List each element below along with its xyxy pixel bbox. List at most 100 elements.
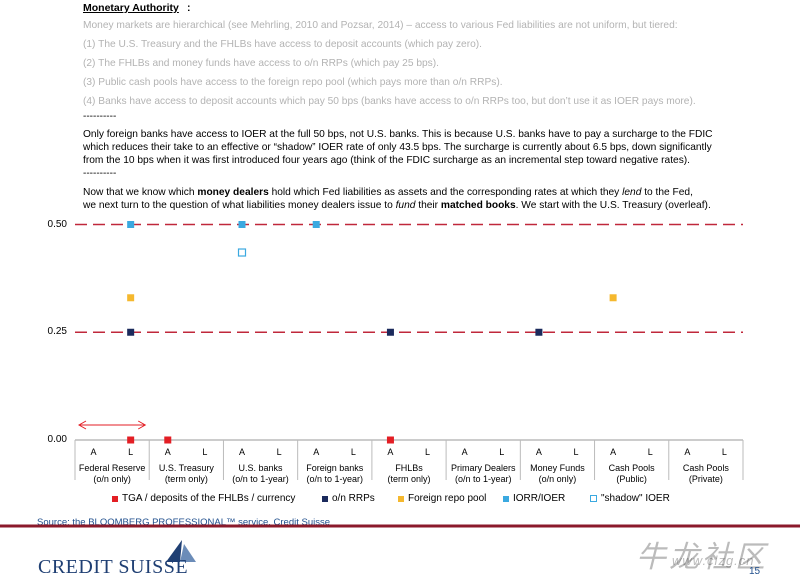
p2l1-part-c: hold which Fed liabilities as assets and…: [268, 187, 623, 198]
section-heading: Monetary Authority: [83, 2, 179, 14]
sub-label-a: A: [164, 447, 171, 457]
separator-1: ----------: [83, 111, 117, 122]
paragraph-2-line-2: we next turn to the question of what lia…: [83, 199, 711, 212]
sub-label-l: L: [350, 447, 356, 457]
category-label: U.S. Treasury: [158, 463, 214, 473]
sub-label-a: A: [535, 447, 542, 457]
p2l2-part-e: . We start with the U.S. Treasury (overl…: [515, 200, 711, 211]
sub-label-l: L: [721, 447, 727, 457]
credit-suisse-logo: CREDIT SUISSE: [38, 556, 189, 578]
legend-swatch: [398, 495, 404, 502]
watermark-url: www.clzg.cn: [672, 553, 755, 568]
data-point-series-3-2: [312, 221, 320, 228]
category-label: Primary Dealers: [450, 463, 516, 473]
data-point-series-1-2: [535, 328, 543, 336]
p2l1-part-e: to the Fed,: [641, 187, 693, 198]
sub-label-l: L: [573, 447, 579, 457]
p2l2-matched-books: matched books: [440, 200, 516, 211]
paragraph-2-line-1: Now that we know which money dealers hol…: [83, 186, 693, 199]
legend-swatch: [503, 495, 509, 502]
data-point-series-0-0: [127, 436, 135, 444]
grey-line-1: Money markets are hierarchical (see Mehr…: [83, 20, 678, 31]
footer-divider: [0, 524, 800, 528]
data-point-series-3-1: [238, 221, 246, 228]
paragraph-1-line-2: which reduces their take to an effective…: [83, 142, 712, 153]
p2l1-part-a: Now that we know which: [83, 187, 198, 198]
legend-swatch: [112, 495, 118, 502]
watermark: 牛龙社区: [636, 541, 768, 574]
sub-label-a: A: [313, 447, 320, 457]
y-tick-label: 0.50: [47, 218, 67, 230]
legend-item: IORR/IOER: [503, 493, 565, 504]
legend-swatch: [322, 495, 328, 502]
section-heading-colon: :: [187, 2, 191, 14]
sub-label-a: A: [610, 447, 617, 457]
category-label: (o/n to 1-year): [306, 474, 364, 484]
p2l2-part-c: their: [415, 200, 441, 211]
grey-line-5: (4) Banks have access to deposit account…: [83, 96, 696, 107]
y-tick-label: 0.00: [47, 434, 67, 445]
data-point-series-2-1: [609, 294, 617, 302]
separator-2: ----------: [83, 168, 117, 179]
legend-label: TGA / deposits of the FHLBs / currency: [122, 493, 296, 504]
sub-label-a: A: [90, 447, 97, 457]
data-point-series-4-0: [237, 248, 247, 257]
sails-logo-icon: [166, 540, 196, 562]
category-label: Foreign banks: [306, 463, 364, 473]
paragraph-1-line-1: Only foreign banks have access to IOER a…: [83, 129, 713, 140]
category-label: Cash Pools: [608, 463, 655, 473]
arrow-head-left: [77, 420, 87, 430]
category-label: (o/n only): [93, 474, 131, 484]
legend-label: "shadow" IOER: [601, 493, 670, 504]
sub-label-l: L: [425, 447, 431, 457]
data-point-series-0-2: [386, 436, 394, 444]
p2l2-part-a: we next turn to the question of what lia…: [83, 200, 396, 211]
data-point-series-0-1: [164, 436, 172, 444]
category-label: Money Funds: [530, 463, 585, 473]
legend-item: TGA / deposits of the FHLBs / currency: [112, 493, 295, 504]
category-label: (Private): [688, 474, 723, 484]
legend-item: Foreign repo pool: [398, 493, 486, 504]
legend-item: "shadow" IOER: [590, 493, 670, 504]
data-point-series-1-1: [386, 328, 394, 336]
p2l2-fund: fund: [395, 200, 416, 211]
legend-item: o/n RRPs: [322, 493, 375, 504]
grey-line-2: (1) The U.S. Treasury and the FHLBs have…: [83, 39, 483, 50]
category-label: (Public): [616, 474, 647, 484]
category-label: (o/n only): [538, 474, 577, 484]
legend-swatch: [590, 495, 597, 502]
legend-label: IORR/IOER: [513, 493, 566, 504]
category-label: Federal Reserve: [78, 463, 146, 473]
sub-label-a: A: [387, 447, 394, 457]
data-point-series-1-0: [127, 328, 135, 336]
sub-label-a: A: [238, 447, 245, 457]
sub-label-a: A: [684, 447, 691, 457]
legend-label: Foreign repo pool: [408, 493, 487, 504]
arrow-head-right: [137, 420, 147, 430]
sub-label-l: L: [202, 447, 208, 457]
p2l1-lend: lend: [622, 187, 642, 198]
grey-line-4: (3) Public cash pools have access to the…: [83, 77, 503, 88]
page-number: 15: [749, 566, 761, 577]
category-label: (term only): [387, 474, 431, 484]
legend-label: o/n RRPs: [332, 493, 375, 504]
category-label: (o/n to 1-year): [454, 474, 512, 484]
sub-label-l: L: [499, 447, 505, 457]
category-label: Cash Pools: [682, 463, 729, 473]
p2l1-money-dealers: money dealers: [197, 187, 269, 198]
paragraph-1-line-3: from the 10 bps when it was first introd…: [83, 155, 691, 166]
category-label: FHLBs: [395, 463, 423, 473]
sub-label-l: L: [647, 447, 653, 457]
category-label: (term only): [164, 474, 208, 484]
sub-label-a: A: [461, 447, 468, 457]
grey-line-3: (2) The FHLBs and money funds have acces…: [83, 58, 439, 69]
category-label: (o/n to 1-year): [232, 474, 289, 484]
source-note: Source: the BLOOMBERG PROFESSIONAL™ serv…: [37, 517, 331, 528]
data-point-series-3-0: [127, 221, 135, 228]
sub-label-l: L: [276, 447, 282, 457]
data-point-series-2-0: [127, 294, 135, 302]
category-label: U.S. banks: [238, 463, 283, 473]
y-tick-label: 0.25: [47, 326, 67, 338]
sub-label-l: L: [128, 447, 134, 457]
